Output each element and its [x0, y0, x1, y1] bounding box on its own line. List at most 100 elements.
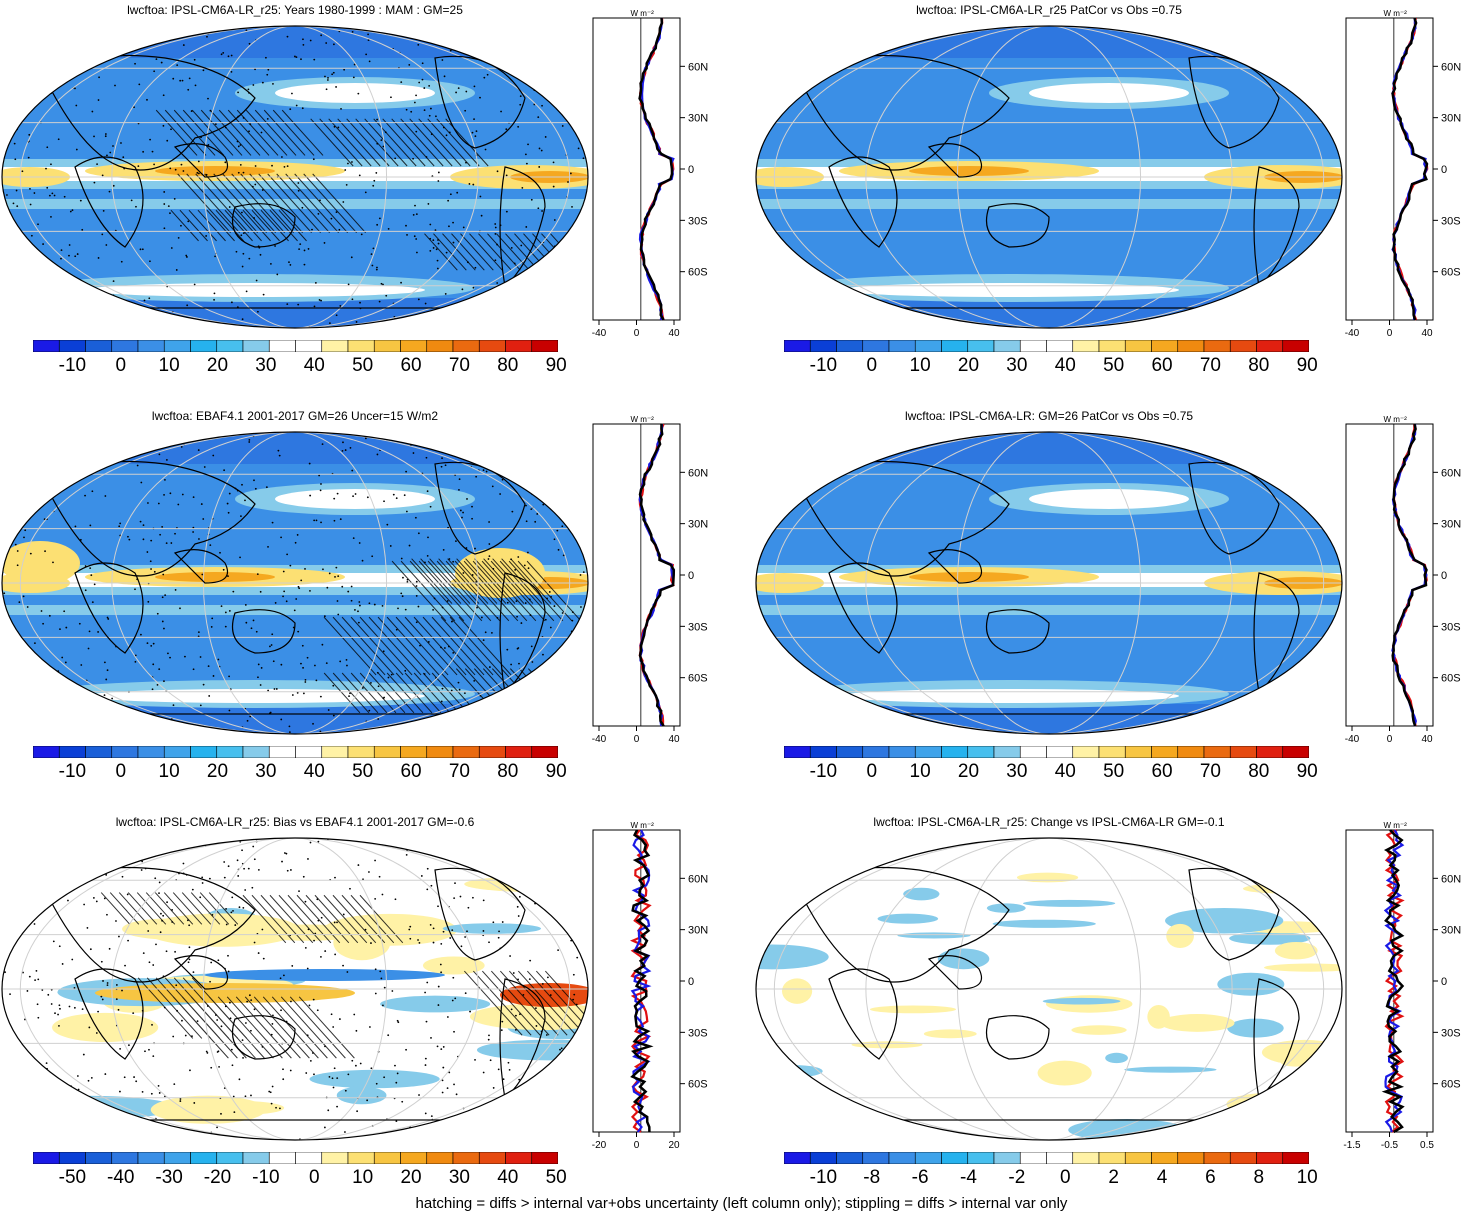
zonal-profile: W m⁻² 60N 30N 0 30S 60S -40 0 40: [592, 9, 708, 339]
colorbar-tick-label: 20: [957, 355, 980, 376]
profile-line-obs: [1392, 17, 1429, 321]
profile-line-mean: [1391, 17, 1429, 321]
colorbar-swatch: [33, 1152, 60, 1164]
lat-tick-label: 30N: [1441, 519, 1461, 531]
colorbar-swatch: [111, 746, 139, 758]
profile-unit: W m⁻²: [631, 821, 655, 830]
colorbar-swatch: [809, 746, 837, 758]
colorbar-swatch: [1072, 340, 1100, 352]
colorbar-labels: -10 0 10 20 30 40 50 60 70 80 90: [784, 355, 1318, 377]
colorbar-tick-label: -6: [911, 1167, 929, 1188]
colorbar-tick-label: 50: [352, 355, 374, 376]
colorbar-swatch: [452, 340, 480, 352]
colorbar: [784, 1152, 1309, 1164]
colorbar-tick-label: 10: [909, 761, 931, 782]
colorbar-swatch: [242, 340, 270, 352]
colorbar-swatch: [967, 746, 995, 758]
colorbar-tick-label: 0: [1059, 1167, 1071, 1188]
colorbar-tick-label: 10: [1296, 1167, 1318, 1188]
colorbar-swatch: [888, 1152, 916, 1164]
colorbar-tick-label: 80: [497, 761, 519, 782]
colorbar-swatch: [1151, 1152, 1179, 1164]
lat-tick-label: 60S: [1441, 1079, 1461, 1091]
lat-tick-label: 30N: [688, 925, 708, 937]
colorbar-swatch: [216, 340, 244, 352]
colorbar-tick-label: 30: [255, 761, 277, 782]
panel-title: lwcftoa: IPSL-CM6A-LR: GM=26 PatCor vs O…: [904, 409, 1194, 423]
colorbar-tick-label: 40: [497, 1167, 519, 1188]
lat-tick-label: 0: [1441, 570, 1447, 582]
panel-title: lwcftoa: IPSL-CM6A-LR_r25: Years 1980-19…: [127, 3, 463, 17]
colorbar-swatch: [400, 746, 428, 758]
lat-tick-label: 0: [688, 570, 694, 582]
world-map: [755, 837, 1343, 1141]
colorbar-tick-label: 40: [303, 761, 325, 782]
lat-tick-label: 60S: [1441, 673, 1461, 685]
colorbar-swatch: [85, 340, 113, 352]
colorbar-swatch: [1072, 1152, 1100, 1164]
colorbar-tick-label: 60: [1151, 761, 1173, 782]
profile-unit: W m⁻²: [1384, 821, 1408, 830]
colorbar-swatch: [163, 1152, 191, 1164]
colorbar-tick-label: 20: [206, 761, 229, 782]
lat-tick-label: 0: [1441, 164, 1447, 176]
colorbar-swatch: [1177, 340, 1205, 352]
colorbar-tick-label: 0: [866, 355, 878, 376]
colorbar-swatch: [452, 746, 480, 758]
colorbar-swatch: [85, 746, 113, 758]
lat-tick-label: 60S: [1441, 267, 1461, 279]
colorbar-swatch: [1124, 1152, 1152, 1164]
colorbar-swatch: [58, 340, 86, 352]
lat-tick-label: 30S: [1441, 1027, 1461, 1039]
zonal-profile: W m⁻² 60N 30N 0 30S 60S -40 0 40: [1345, 415, 1461, 745]
colorbar-swatch: [33, 746, 60, 758]
colorbar-swatch: [1282, 1152, 1309, 1164]
colorbar-labels: -50 -40 -30 -20 -10 0 10 20 30 40 50: [33, 1167, 567, 1189]
colorbar-swatch: [426, 340, 454, 352]
colorbar-swatch: [426, 746, 454, 758]
colorbar-tick-label: 60: [400, 761, 422, 782]
colorbar-swatch: [85, 1152, 113, 1164]
colorbar-swatch: [452, 1152, 480, 1164]
colorbar-swatch: [373, 1152, 401, 1164]
colorbar-tick-label: -10: [809, 355, 838, 376]
lat-tick-label: 30N: [688, 113, 708, 125]
lat-tick-label: 60N: [1441, 873, 1461, 885]
colorbar-tick-label: 6: [1205, 1167, 1216, 1188]
colorbar-swatch: [784, 340, 811, 352]
lat-tick-label: 60S: [688, 673, 708, 685]
colorbar-swatch: [505, 746, 533, 758]
profile-x-tick-label: 0: [1387, 734, 1393, 745]
colorbar-swatch: [967, 1152, 995, 1164]
colorbar-swatch: [862, 746, 890, 758]
colorbar-swatch: [1203, 1152, 1231, 1164]
lat-tick-label: 60S: [688, 267, 708, 279]
world-map: [755, 25, 1343, 329]
colorbar-tick-label: -8: [863, 1167, 881, 1188]
colorbar-swatch: [478, 746, 506, 758]
colorbar-tick-label: 90: [1296, 355, 1318, 376]
colorbar-swatch: [33, 340, 60, 352]
colorbar-tick-label: -10: [58, 355, 87, 376]
colorbar-swatch: [426, 1152, 454, 1164]
colorbar-tick-label: -10: [58, 761, 87, 782]
lat-tick-label: 30N: [1441, 925, 1461, 937]
colorbar-swatch: [137, 746, 165, 758]
lat-tick-label: 30N: [688, 519, 708, 531]
profile-line-mean: [1381, 829, 1405, 1134]
profile-x-tick-label: 0: [634, 1140, 640, 1151]
colorbar-tick-label: 10: [158, 761, 180, 782]
zonal-profile: W m⁻² 60N 30N 0 30S 60S -20 0 20: [592, 821, 708, 1151]
colorbar-swatch: [1256, 340, 1284, 352]
colorbar-swatch: [993, 1152, 1021, 1164]
profile-x-tick-label: -0.5: [1381, 1140, 1399, 1151]
colorbar-swatch: [268, 340, 296, 352]
colorbar-tick-label: 90: [1296, 761, 1318, 782]
colorbar-swatch: [888, 340, 916, 352]
colorbar-tick-label: -50: [58, 1167, 87, 1188]
profile-line-model: [630, 829, 652, 1133]
colorbar-tick-label: -4: [960, 1167, 977, 1188]
panel-title: lwcftoa: IPSL-CM6A-LR_r25: Change vs IPS…: [873, 815, 1225, 829]
colorbar-swatch: [400, 340, 428, 352]
lat-tick-label: 0: [688, 976, 694, 988]
